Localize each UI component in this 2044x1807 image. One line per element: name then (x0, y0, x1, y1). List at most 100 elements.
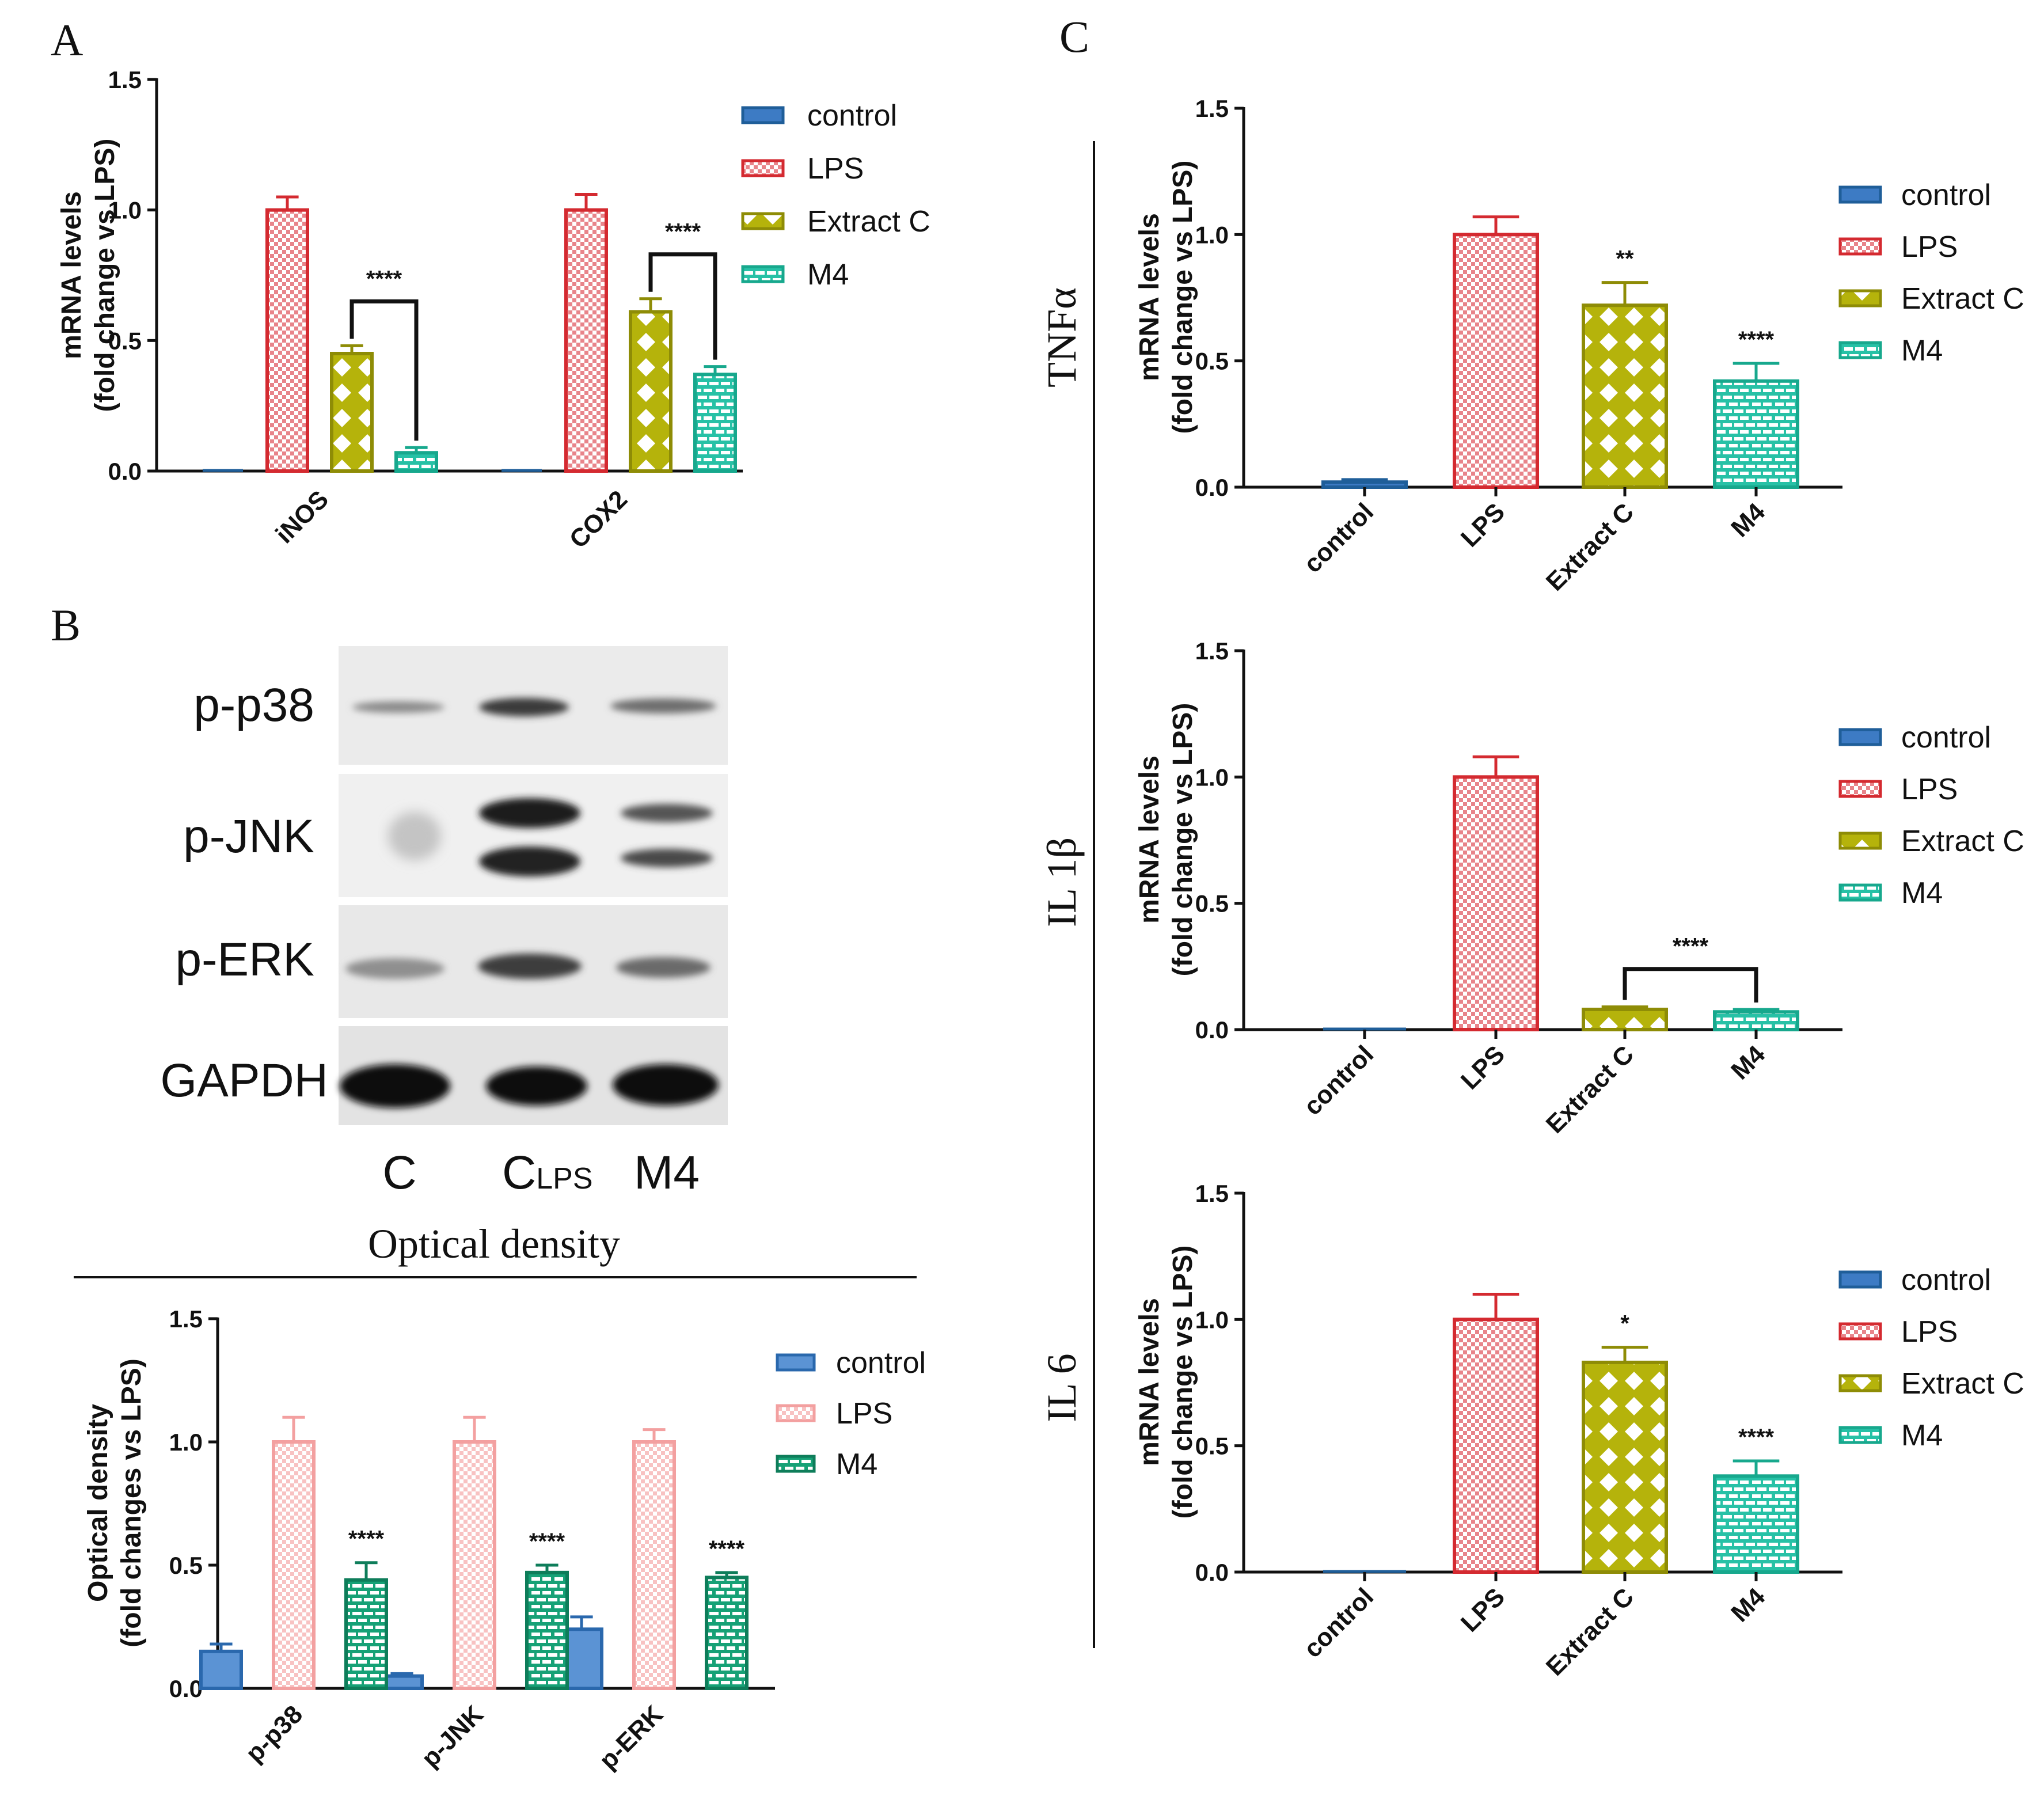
significance-label-c2-0: **** (1673, 934, 1709, 959)
x-tick-label-a-inos: iNOS (270, 485, 334, 549)
y-axis-title-line-c3-1: (fold change vs LPS) (1168, 1246, 1198, 1519)
y-tick-label-a-0: 0.0 (108, 458, 142, 485)
band-gapdh-m4 (613, 1064, 719, 1106)
legend-swatch-c1-lps (1838, 237, 1882, 256)
significance-label-c3-0: * (1620, 1311, 1629, 1337)
y-axis-title-line-b-1: (fold changes vs LPS) (116, 1358, 147, 1647)
legend-swatch-a-lps (741, 159, 785, 177)
blot-lane-label-clps-sub: LPS (536, 1162, 592, 1195)
legend-label-c1-m4: M4 (1901, 334, 1943, 367)
chart-b: 0.0 0.5 1.0 1.5 Optical density (fold changes… (83, 1305, 926, 1775)
blot-row-label-gapdh: GAPDH (160, 1054, 328, 1107)
legend-label-a-control: control (807, 99, 897, 132)
legend-label-c3-control: control (1901, 1263, 1991, 1297)
blot-lane-label-m4: M4 (634, 1147, 700, 1199)
chart-c-tnfa: 0.0 0.5 1.0 1.5 mRNA levels (fold change vs L… (1039, 95, 2024, 597)
legend-label-b-lps: LPS (836, 1397, 892, 1430)
legend-swatch-c2-control (1838, 728, 1882, 746)
blot-row-label-p-jnk: p-JNK (183, 810, 314, 863)
y-axis-title-line-c1-1: (fold change vs LPS) (1168, 161, 1198, 434)
x-tick-label-c3-control: control (1298, 1582, 1379, 1663)
western-blot: p-p38 p-JNK p-ERK GAPDH C CLPS M4 Optica… (160, 646, 728, 1267)
side-label-c1: TNFα (1039, 287, 1085, 388)
x-tick-label-c1-extract-c: Extract C (1541, 498, 1639, 596)
y-axis-title-line-c2-0: mRNA levels (1134, 756, 1165, 924)
legend-swatch-a-control (741, 106, 785, 124)
significance-label-a-1: **** (665, 219, 701, 245)
y-tick-label-b-3: 1.5 (169, 1305, 203, 1333)
band-p-jnk-m4-upper (621, 804, 713, 822)
bar-c1-extract-c (1582, 303, 1668, 489)
y-axis-title-line-c1-0: mRNA levels (1134, 213, 1165, 381)
significance-label-b-2: **** (709, 1536, 745, 1562)
bar-a-inos-lps (265, 208, 309, 473)
legend-label-a-m4: M4 (807, 258, 849, 291)
bar-c2-m4 (1713, 1010, 1799, 1032)
band-p-p38-clps (479, 698, 569, 716)
legend-label-c1-lps: LPS (1901, 230, 1958, 264)
y-tick-label-c3-2: 1.0 (1195, 1306, 1229, 1333)
bar-b-p-jnk-lps (453, 1440, 496, 1690)
legend-label-c1-extract-c: Extract C (1901, 282, 2024, 316)
y-axis-title-c1: mRNA levels (fold change vs LPS) (1134, 161, 1198, 434)
chart-a: 0.0 0.5 1.0 1.5 mRNA levels (fold change vs L… (56, 66, 930, 554)
legend-swatch-b-control (776, 1353, 816, 1372)
band-p-p38-m4 (610, 698, 716, 713)
x-tick-label-c3-extract-c: Extract C (1541, 1582, 1639, 1681)
side-label-c3: IL 6 (1039, 1353, 1085, 1422)
bar-b-p-p38-control (199, 1649, 243, 1691)
band-gapdh-clps (486, 1066, 587, 1106)
blot-row-label-p-p38: p-p38 (193, 679, 314, 731)
y-tick-label-c3-0: 0.0 (1195, 1559, 1229, 1586)
significance-bracket-c2-0 (1623, 967, 1758, 1003)
y-tick-label-c3-3: 1.5 (1195, 1180, 1229, 1207)
y-tick-label-c2-2: 1.0 (1195, 764, 1229, 791)
blot-lane-label-c: C (382, 1147, 416, 1199)
y-tick-label-a-3: 1.5 (108, 66, 142, 93)
x-tick-label-c2-extract-c: Extract C (1541, 1040, 1639, 1138)
legend-swatch-c2-extract-c (1838, 832, 1882, 850)
y-axis-title-b: Optical density (fold changes vs LPS) (83, 1358, 147, 1647)
legend-swatch-c2-m4 (1838, 883, 1882, 902)
significance-label-b-1: **** (529, 1529, 565, 1554)
blot-lane-label-clps: CLPS (502, 1147, 593, 1199)
band-p-p38-c (352, 701, 444, 713)
legend-label-c3-extract-c: Extract C (1901, 1367, 2024, 1400)
bar-c1-lps (1453, 233, 1539, 489)
y-axis-title-line-a-0: mRNA levels (56, 191, 87, 359)
x-tick-label-c1-m4: M4 (1726, 498, 1771, 542)
y-tick-label-c1-3: 1.5 (1195, 95, 1229, 122)
y-tick-label-c1-2: 1.0 (1195, 221, 1229, 248)
panel-label-a: A (51, 15, 83, 65)
chart-c-il1b: 0.0 0.5 1.0 1.5 mRNA levels (fold change vs L… (1039, 637, 2024, 1139)
y-tick-label-c1-0: 0.0 (1195, 474, 1229, 501)
blot-lane-label-clps-main: C (502, 1147, 536, 1199)
y-axis-title-a: mRNA levels (fold change vs LPS) (56, 139, 120, 412)
y-tick-label-b-2: 1.0 (169, 1429, 203, 1456)
band-p-jnk-clps-upper (479, 798, 580, 828)
legend-swatch-c1-m4 (1838, 341, 1882, 359)
bar-b-p-p38-m4 (344, 1578, 388, 1690)
legend-swatch-c1-extract-c (1838, 289, 1882, 308)
y-axis-title-line-c3-0: mRNA levels (1134, 1298, 1165, 1466)
bar-c1-control (1321, 480, 1408, 489)
panel-label-b: B (51, 600, 81, 650)
y-axis-title-line-a-1: (fold change vs LPS) (90, 139, 120, 412)
legend-label-c2-lps: LPS (1901, 773, 1958, 806)
band-p-jnk-clps-lower (479, 846, 580, 876)
bar-a-cox2-m4 (693, 373, 737, 473)
x-tick-label-c1-lps: LPS (1456, 498, 1510, 552)
significance-label-c1-1: **** (1738, 327, 1775, 352)
y-axis-title-c3: mRNA levels (fold change vs LPS) (1134, 1246, 1198, 1519)
legend-swatch-b-lps (776, 1404, 816, 1422)
y-tick-label-b-0: 0.0 (169, 1675, 203, 1702)
bar-a-cox2-lps (564, 208, 608, 473)
legend-swatch-c3-m4 (1838, 1426, 1882, 1444)
y-tick-label-c2-0: 0.0 (1195, 1016, 1229, 1043)
bar-a-inos-m4 (394, 451, 438, 473)
legend-label-a-lps: LPS (807, 152, 864, 185)
bar-b-p-jnk-m4 (525, 1570, 569, 1691)
bar-c3-m4 (1713, 1474, 1799, 1574)
legend-label-c3-m4: M4 (1901, 1419, 1943, 1452)
band-p-erk-m4 (616, 957, 711, 978)
